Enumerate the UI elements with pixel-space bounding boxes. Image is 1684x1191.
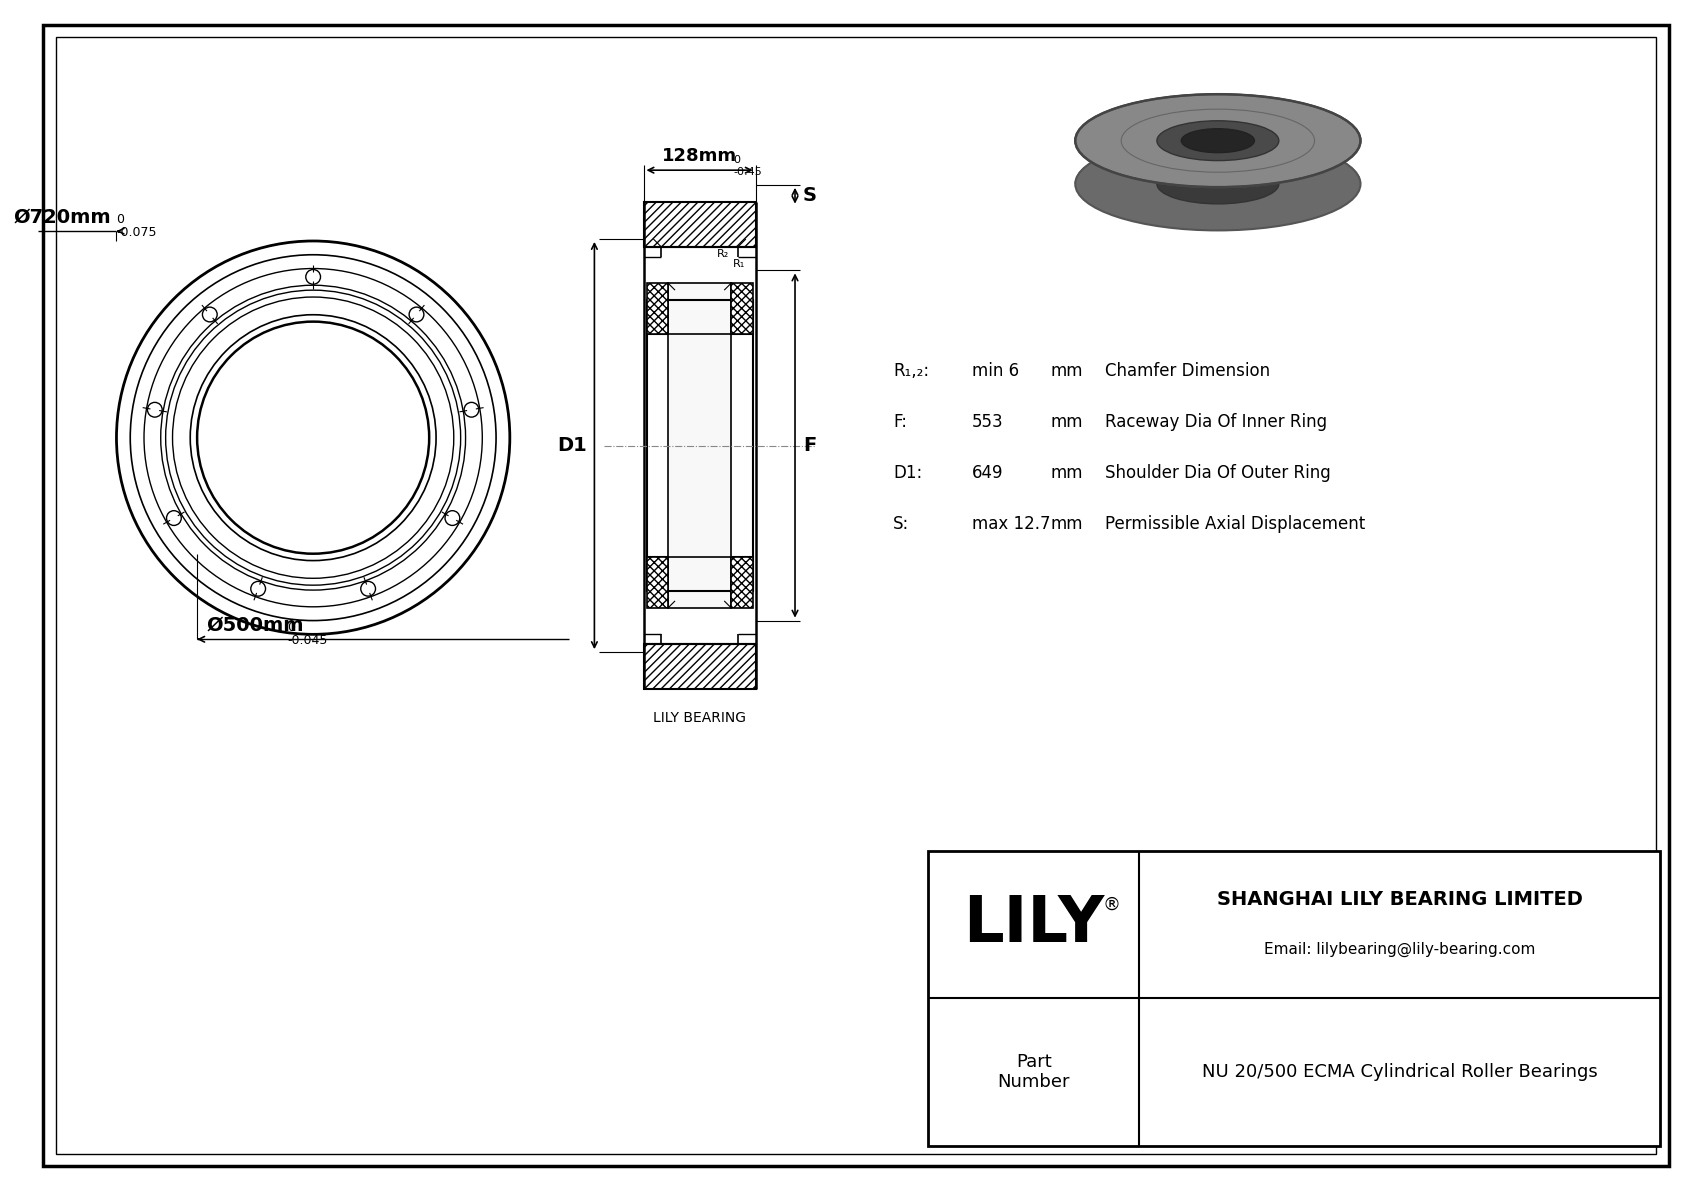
Circle shape [251, 581, 266, 597]
Ellipse shape [1180, 129, 1255, 152]
Ellipse shape [1076, 137, 1361, 230]
Circle shape [116, 241, 510, 635]
Text: SHANGHAI LILY BEARING LIMITED: SHANGHAI LILY BEARING LIMITED [1218, 891, 1583, 910]
Bar [731, 556, 753, 607]
Circle shape [145, 268, 482, 606]
Ellipse shape [1076, 94, 1361, 187]
Text: mm: mm [1051, 516, 1083, 534]
Bar [643, 644, 756, 690]
Text: R₁,₂:: R₁,₂: [893, 362, 930, 380]
Circle shape [306, 269, 320, 285]
Text: F: F [803, 436, 817, 455]
Text: F:: F: [893, 413, 908, 431]
Circle shape [160, 285, 465, 590]
Text: S: S [803, 186, 817, 205]
Text: Ø500mm: Ø500mm [207, 616, 305, 635]
Text: Raceway Dia Of Inner Ring: Raceway Dia Of Inner Ring [1105, 413, 1327, 431]
Text: -0.075: -0.075 [116, 226, 157, 239]
Bar [647, 556, 669, 607]
Circle shape [167, 511, 182, 525]
Bar [647, 283, 669, 335]
Polygon shape [1076, 94, 1361, 183]
Text: -0.45: -0.45 [733, 167, 761, 177]
Circle shape [148, 403, 162, 417]
Circle shape [445, 511, 460, 525]
Text: R₂: R₂ [717, 249, 729, 258]
Text: Shoulder Dia Of Outer Ring: Shoulder Dia Of Outer Ring [1105, 464, 1330, 482]
Text: Permissible Axial Displacement: Permissible Axial Displacement [1105, 516, 1366, 534]
Circle shape [202, 307, 217, 322]
Ellipse shape [1157, 120, 1278, 161]
Text: D1:: D1: [893, 464, 923, 482]
Text: R₁: R₁ [733, 258, 746, 269]
Text: S:: S: [893, 516, 909, 534]
Text: -0.045: -0.045 [288, 634, 328, 647]
Bar [643, 201, 756, 247]
Text: ®: ® [1103, 896, 1122, 913]
Circle shape [165, 291, 461, 585]
Bar [731, 283, 753, 335]
Text: D1: D1 [557, 436, 586, 455]
Text: 649: 649 [972, 464, 1004, 482]
Text: mm: mm [1051, 464, 1083, 482]
Text: 128mm: 128mm [662, 148, 738, 166]
Text: Chamfer Dimension: Chamfer Dimension [1105, 362, 1270, 380]
Text: Email: lilybearing@lily-bearing.com: Email: lilybearing@lily-bearing.com [1265, 941, 1536, 956]
Text: NU 20/500 ECMA Cylindrical Roller Bearings: NU 20/500 ECMA Cylindrical Roller Bearin… [1202, 1062, 1598, 1081]
Text: Part
Number: Part Number [997, 1053, 1071, 1091]
Text: 0: 0 [288, 622, 296, 635]
Bar [647, 300, 753, 335]
Text: LILY: LILY [963, 893, 1105, 955]
Text: 0: 0 [733, 155, 739, 166]
Text: max 12.7: max 12.7 [972, 516, 1051, 534]
Circle shape [130, 255, 497, 621]
Circle shape [465, 403, 478, 417]
Circle shape [197, 322, 429, 554]
Text: LILY BEARING: LILY BEARING [653, 711, 746, 725]
Text: min 6: min 6 [972, 362, 1019, 380]
Circle shape [409, 307, 424, 322]
Bar [928, 850, 1660, 1146]
Circle shape [360, 581, 376, 597]
Ellipse shape [1157, 164, 1278, 204]
Text: Ø720mm: Ø720mm [13, 207, 111, 226]
Bar [647, 556, 753, 591]
Text: mm: mm [1051, 413, 1083, 431]
Circle shape [172, 297, 453, 579]
Text: 0: 0 [116, 213, 125, 226]
Text: 553: 553 [972, 413, 1004, 431]
Circle shape [190, 314, 436, 561]
Text: mm: mm [1051, 362, 1083, 380]
Bar [669, 283, 731, 607]
